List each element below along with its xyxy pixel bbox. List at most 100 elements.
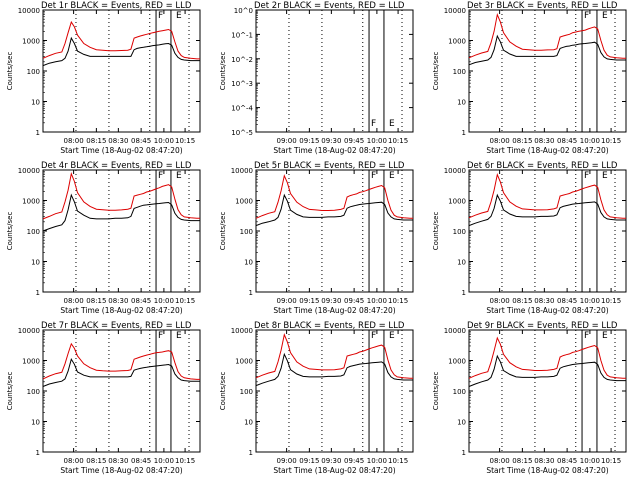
- series-line: [255, 352, 413, 387]
- series-line: [255, 174, 413, 219]
- x-tick-label: 08:45: [131, 137, 151, 145]
- y-axis-label: Counts/sec: [432, 52, 440, 91]
- chart-title: Det 2r BLACK = Events, RED = LLD: [254, 1, 405, 11]
- plot-frame: [468, 9, 627, 133]
- x-tick-label: 08:45: [131, 297, 151, 305]
- chart-title: Det 1r BLACK = Events, RED = LLD: [41, 1, 192, 11]
- marker-e: E: [602, 11, 608, 21]
- x-tick-label: 10:15: [388, 457, 408, 465]
- x-tick-label: 08:30: [108, 457, 128, 465]
- x-tick-label: 09:45: [344, 137, 364, 145]
- x-axis-label: Start Time (18-Aug-02 08:47:20): [60, 146, 182, 155]
- y-axis-label: Counts/sec: [6, 212, 14, 251]
- y-tick-label: 1: [462, 449, 466, 457]
- x-tick-label: 08:30: [108, 297, 128, 305]
- y-tick-label: 1: [462, 129, 466, 137]
- x-tick-label: 08:15: [512, 137, 532, 145]
- marker-e: E: [602, 171, 608, 181]
- x-tick-label: 10:00: [154, 297, 174, 305]
- x-tick-label: 10:00: [580, 137, 600, 145]
- x-tick-label: 10:00: [154, 137, 174, 145]
- marker-e: E: [389, 119, 395, 129]
- y-tick-label: 10000: [444, 7, 466, 15]
- x-tick-label: 08:15: [86, 297, 106, 305]
- chart-panel: Det 5r BLACK = Events, RED = LLD 1 10 100 10…: [219, 161, 414, 315]
- y-tick-label: 1: [36, 289, 40, 297]
- series-line: [42, 36, 200, 67]
- marker-f: F: [371, 331, 376, 341]
- x-tick-label: 08:00: [490, 457, 510, 465]
- y-tick-label: 10000: [444, 167, 466, 175]
- x-tick-label: 09:00: [277, 297, 297, 305]
- chart-title: Det 7r BLACK = Events, RED = LLD: [41, 321, 192, 331]
- marker-f: F: [371, 119, 376, 129]
- x-tick-label: 10:15: [601, 297, 621, 305]
- x-tick-label: 08:30: [534, 457, 554, 465]
- y-tick-label: 1000: [235, 198, 253, 206]
- marker-f: F: [158, 171, 163, 181]
- x-tick-label: 09:30: [321, 137, 341, 145]
- y-tick-label: 1: [462, 289, 466, 297]
- marker-e: E: [389, 171, 395, 181]
- y-tick-label: 1000: [235, 358, 253, 366]
- y-tick-label: 100: [27, 388, 40, 396]
- y-axis-label: Counts/sec: [432, 372, 440, 411]
- x-tick-label: 08:45: [557, 297, 577, 305]
- y-tick-label: 100: [453, 68, 466, 76]
- y-tick-label: 10000: [18, 167, 40, 175]
- y-tick-label: 100: [453, 228, 466, 236]
- y-tick-label: 10^-4: [231, 105, 253, 113]
- y-tick-label: 10: [31, 99, 40, 107]
- x-tick-label: 08:45: [557, 137, 577, 145]
- x-tick-label: 09:15: [299, 297, 319, 305]
- plot-frame: [255, 9, 414, 133]
- y-axis-label: Counts/sec: [432, 212, 440, 251]
- chart-title: Det 5r BLACK = Events, RED = LLD: [254, 161, 405, 171]
- series-line: [42, 357, 200, 387]
- y-tick-label: 1: [36, 449, 40, 457]
- x-tick-label: 08:30: [534, 137, 554, 145]
- y-tick-label: 10^0: [234, 7, 253, 15]
- x-tick-label: 10:00: [367, 137, 387, 145]
- y-tick-label: 10: [31, 419, 40, 427]
- y-tick-label: 10^-3: [231, 80, 253, 88]
- x-tick-label: 09:45: [344, 457, 364, 465]
- y-tick-label: 100: [240, 388, 253, 396]
- x-tick-label: 08:30: [534, 297, 554, 305]
- marker-e: E: [602, 331, 608, 341]
- marker-f: F: [584, 331, 589, 341]
- marker-e: E: [176, 171, 182, 181]
- x-tick-label: 08:45: [557, 457, 577, 465]
- x-tick-label: 08:15: [86, 457, 106, 465]
- plot-frame: [42, 9, 201, 133]
- chart-panel: Det 2r BLACK = Events, RED = LLD 10^-5 10^…: [219, 1, 414, 155]
- y-axis-label: Counts/sec: [219, 372, 227, 411]
- y-tick-label: 1: [249, 449, 253, 457]
- chart-title: Det 3r BLACK = Events, RED = LLD: [467, 1, 618, 11]
- marker-e: E: [176, 331, 182, 341]
- y-tick-label: 1000: [22, 198, 40, 206]
- plot-frame: [42, 169, 201, 293]
- y-tick-label: 10^-5: [231, 129, 253, 137]
- chart-title: Det 8r BLACK = Events, RED = LLD: [254, 321, 405, 331]
- x-tick-label: 10:15: [175, 137, 195, 145]
- chart-panel: Det 6r BLACK = Events, RED = LLD 1 10 100 10…: [432, 161, 627, 315]
- chart-panel: Det 4r BLACK = Events, RED = LLD 1 10 100 10…: [6, 161, 201, 315]
- x-tick-label: 08:45: [131, 457, 151, 465]
- y-tick-label: 10^-1: [231, 31, 253, 39]
- x-tick-label: 09:45: [344, 297, 364, 305]
- chart-panel: Det 1r BLACK = Events, RED = LLD 1 10 100 10…: [6, 1, 201, 155]
- x-tick-label: 09:15: [299, 137, 319, 145]
- series-line: [42, 193, 200, 232]
- x-axis-label: Start Time (18-Aug-02 08:47:20): [273, 146, 395, 155]
- x-tick-label: 08:00: [490, 297, 510, 305]
- y-axis-label: Counts/sec: [6, 372, 14, 411]
- chart-panel: Det 9r BLACK = Events, RED = LLD 1 10 100 10…: [432, 321, 627, 475]
- y-tick-label: 10: [244, 259, 253, 267]
- y-axis-label: Counts/sec: [219, 212, 227, 251]
- series-line: [42, 20, 200, 60]
- y-tick-label: 10^-2: [231, 56, 253, 64]
- series-line: [468, 12, 626, 59]
- x-axis-label: Start Time (18-Aug-02 08:47:20): [60, 466, 182, 475]
